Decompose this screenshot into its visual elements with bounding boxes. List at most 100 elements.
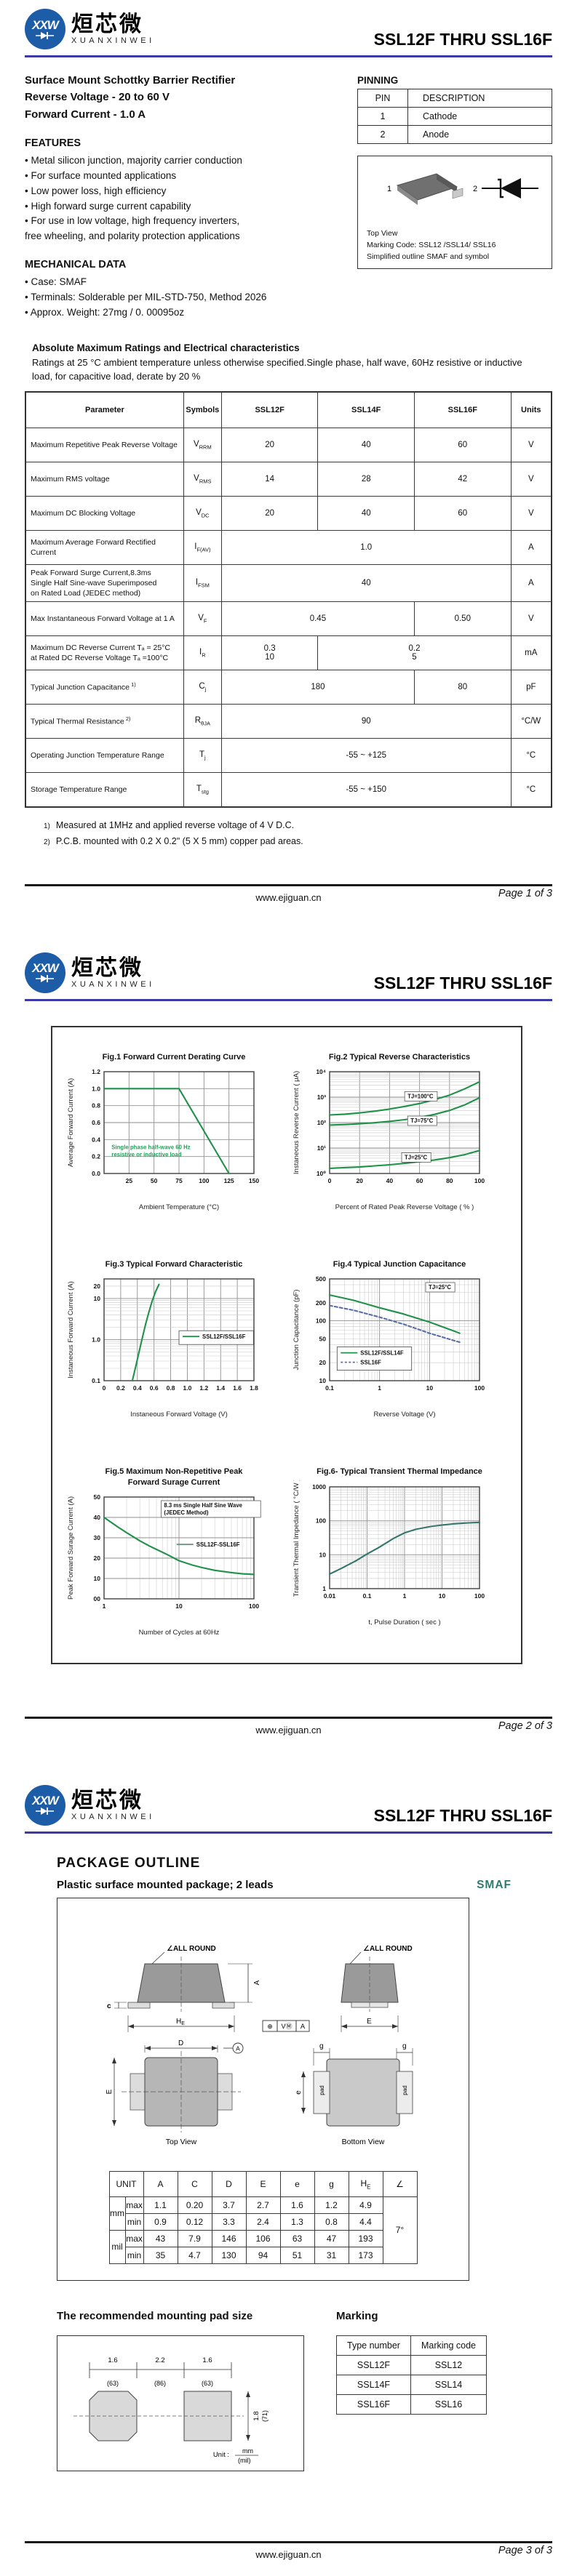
value-cell: 60 xyxy=(414,495,512,531)
brand: XXW 烜芯微 XUANXINWEI xyxy=(25,9,155,49)
features-list: Metal silicon junction, majority carrier… xyxy=(25,153,340,245)
pad-side-dim-value: 1.8 xyxy=(252,2411,260,2420)
dim-header: A xyxy=(143,2170,178,2197)
svg-text:75: 75 xyxy=(175,1177,183,1184)
svg-text:10⁰: 10⁰ xyxy=(317,1170,326,1177)
dim-header: e xyxy=(279,2170,315,2197)
marking-cell: SSL12 xyxy=(410,2354,488,2375)
parameter-cell: Peak Forward Surge Current,8.3ms Single H… xyxy=(25,563,184,603)
svg-text:100: 100 xyxy=(316,1317,326,1325)
parameter-cell: Storage Temperature Range xyxy=(25,772,184,808)
svg-text:20: 20 xyxy=(319,1360,327,1367)
marking-row: SSL12F SSL12 xyxy=(336,2354,488,2375)
bottom-view-caption: Bottom View xyxy=(342,2138,385,2146)
value-cell: 1.0 xyxy=(220,529,512,565)
svg-text:100: 100 xyxy=(474,1177,485,1184)
ratings-heading: Absolute Maximum Ratings and Electrical … xyxy=(32,342,300,354)
svg-text:100: 100 xyxy=(316,1517,326,1524)
svg-text:50: 50 xyxy=(151,1177,158,1184)
annotation: TJ=25°C xyxy=(429,1284,451,1291)
value-cell: 0.3 10 xyxy=(220,635,319,671)
svg-text:100: 100 xyxy=(249,1602,259,1610)
dim-E-label: E xyxy=(367,2018,372,2026)
value-cell: 40 xyxy=(220,563,512,603)
package-name: SMAF xyxy=(477,1878,512,1891)
annotation: Single phase half-wave 60 Hz xyxy=(111,1144,190,1150)
symbol-subscript: RMS xyxy=(199,477,212,484)
doc-title: SSL12F THRU SSL16F xyxy=(373,1805,552,1825)
summary-line: Reverse Voltage - 20 to 60 V xyxy=(25,91,170,104)
symbol-subscript: RRM xyxy=(199,443,212,450)
symbol-subscript: F(AV) xyxy=(196,545,211,553)
series-TJ=100°C xyxy=(328,1080,481,1116)
mounting-pad-drawing: 1.6 (63) 2.2 (86) 1.6 (63) 1.8 (71) Unit… xyxy=(73,2356,268,2464)
diode-icon xyxy=(36,1807,54,1815)
parameter-line: Maximum Average Forward Rectified Curren… xyxy=(31,537,156,557)
value-cell: 0.45 xyxy=(220,601,415,637)
svg-text:10: 10 xyxy=(94,1575,101,1582)
page3-header: XXW 烜芯微 XUANXINWEI SSL12F THRU SSL16F xyxy=(25,1776,552,1834)
ratings-row: Operating Junction Temperature Range Tj -5… xyxy=(25,738,552,774)
x-axis-label: Percent of Rated Peak Reverse Voltage ( … xyxy=(335,1203,474,1211)
figure-title: Fig.1 Forward Current Derating Curve xyxy=(102,1052,246,1062)
svg-text:⊕: ⊕ xyxy=(267,2023,273,2030)
svg-text:10²: 10² xyxy=(317,1119,326,1126)
tick-labels: 0 20 40 60 80 100 10⁰ 10¹ 10² 10³ 10⁴ xyxy=(316,1068,485,1184)
dim-c-label: c xyxy=(107,2002,111,2010)
description-col-header: DESCRIPTION xyxy=(407,89,552,108)
dim-header: UNIT xyxy=(108,2170,144,2197)
svg-text:VⓂ: VⓂ xyxy=(281,2023,292,2030)
svg-text:20: 20 xyxy=(356,1177,363,1184)
dim-e-label: e xyxy=(295,2090,303,2095)
pin-description: Cathode xyxy=(407,107,552,126)
package-outline-heading: PACKAGE OUTLINE xyxy=(57,1855,201,1871)
svg-text:20: 20 xyxy=(94,1283,101,1290)
footnote: 2) P.C.B. mounted with 0.2 X 0.2" (5 X 5 … xyxy=(44,835,303,846)
footer-site: www.ejiguan.cn xyxy=(255,891,322,903)
x-axis-label: Reverse Voltage (V) xyxy=(373,1411,435,1419)
parameter-line: Peak Forward Surge Current,8.3ms xyxy=(31,568,151,577)
pinning-row: 1 Cathode xyxy=(357,107,552,126)
mechanical-item: Case: SMAF xyxy=(25,275,340,290)
ratings-row: Typical Thermal Resistance 2) RθJA 90 °C/W xyxy=(25,704,552,739)
parameter-cell: Typical Thermal Resistance 2) xyxy=(25,704,184,739)
mounting-pad-heading: The recommended mounting pad size xyxy=(57,2309,253,2322)
y-axis-label: Instaneous Reverse Current ( μA) xyxy=(293,1071,301,1174)
parameter-line: Max Instantaneous Forward Voltage at 1 A xyxy=(31,614,175,624)
footer-site: www.ejiguan.cn xyxy=(255,2548,322,2560)
chart-canvas: 0.1 1 10 100 10 20 50 100 200 500 Reverse Voltage … xyxy=(293,1275,485,1419)
parameter-line: Operating Junction Temperature Range xyxy=(31,751,164,761)
page-number: Page 1 of 3 xyxy=(498,887,552,899)
svg-text:125: 125 xyxy=(224,1177,234,1184)
parameter-cell: Maximum DC Reverse Current Tₐ = 25°C at R… xyxy=(25,635,184,671)
footnote-ref: 2) xyxy=(124,715,131,723)
svg-text:A: A xyxy=(301,2023,305,2030)
chart-canvas: 1 10 100 00 10 20 30 40 50 Number of Cycles at 60… xyxy=(67,1493,261,1637)
package-outline-subtitle: Plastic surface mounted package; 2 leads xyxy=(57,1878,274,1891)
brand-name-cn: 烜芯微 xyxy=(71,956,143,980)
svg-text:10: 10 xyxy=(426,1384,434,1392)
minmax-label: min xyxy=(124,2246,144,2264)
minmax-label: min xyxy=(124,2212,144,2231)
parameter-line: Maximum RMS voltage xyxy=(31,474,110,483)
symbol-subscript: θJA xyxy=(201,720,210,727)
datum-A-label: A xyxy=(236,2045,240,2052)
marking-section: Marking Type number Marking code SSL12F SSL… xyxy=(336,2310,488,2415)
dim-value: 173 xyxy=(348,2246,383,2264)
col-header-ssl16f: SSL16F xyxy=(414,391,512,428)
svg-text:0.8: 0.8 xyxy=(92,1102,100,1110)
all-round-label: ∠ALL ROUND xyxy=(363,1945,413,1953)
symbol-cell: IR xyxy=(183,635,222,671)
tolerance-box: ⊕ VⓂ A xyxy=(262,2020,310,2032)
page2-footer: www.ejiguan.cn Page 2 of 3 xyxy=(25,1716,552,1736)
svg-text:50: 50 xyxy=(94,1493,101,1501)
logo-text: XXW xyxy=(32,1794,59,1808)
page3-footer: www.ejiguan.cn Page 3 of 3 xyxy=(25,2540,552,2560)
brand-name-en: XUANXINWEI xyxy=(71,1812,155,1821)
value-cell: -55 ~ +125 xyxy=(220,738,512,774)
feature-item: For use in low voltage, high frequency i… xyxy=(25,214,340,244)
svg-text:1.0: 1.0 xyxy=(92,1085,100,1092)
pad-dim-mil: (63) xyxy=(107,2380,119,2387)
pin1-label: 1 xyxy=(387,185,391,193)
ratings-row: Maximum Repetitive Peak Reverse Voltage V… xyxy=(25,427,552,462)
